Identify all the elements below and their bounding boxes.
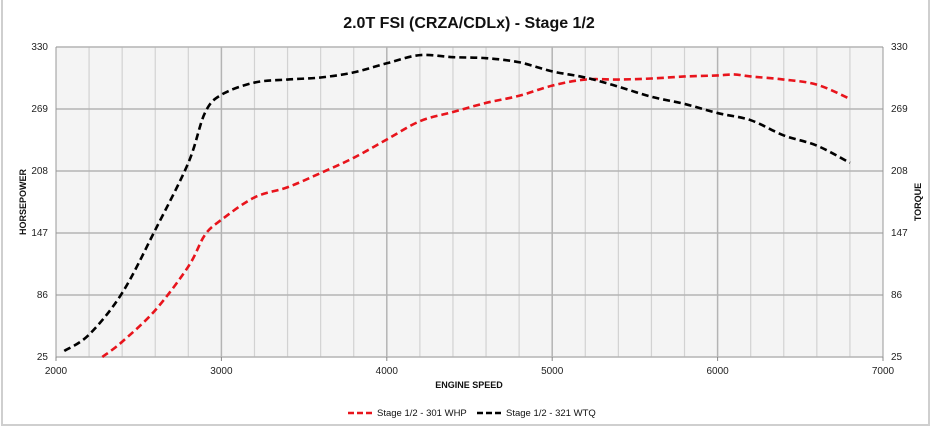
y-tick-label: 147 xyxy=(31,228,48,239)
y2-tick-label: 330 xyxy=(891,42,908,53)
legend-item-whp[interactable]: Stage 1/2 - 301 WHP xyxy=(348,408,467,419)
legend: Stage 1/2 - 301 WHP Stage 1/2 - 321 WTQ xyxy=(348,408,596,419)
gridlines xyxy=(55,46,884,358)
y-axis-label: HORSEPOWER xyxy=(18,169,28,236)
x-tick-label: 3000 xyxy=(210,366,233,377)
y-tick-label: 269 xyxy=(31,104,48,115)
y2-tick-label: 208 xyxy=(891,166,908,177)
x-tick-label: 4000 xyxy=(376,366,399,377)
chart-frame xyxy=(1,0,930,426)
y-tick-label: 330 xyxy=(31,42,48,53)
y-tick-label: 208 xyxy=(31,166,48,177)
series-line-wtq xyxy=(63,53,851,353)
legend-label-whp: Stage 1/2 - 301 WHP xyxy=(377,408,467,419)
legend-item-wtq[interactable]: Stage 1/2 - 321 WTQ xyxy=(477,408,596,419)
y2-tick-label: 147 xyxy=(891,228,908,239)
y-tick-label: 25 xyxy=(37,352,49,363)
y2-tick-label: 269 xyxy=(891,104,908,115)
y2-axis-label: TORQUE xyxy=(913,183,923,221)
x-tick-label: 7000 xyxy=(872,366,895,377)
y-tick-label: 86 xyxy=(37,290,49,301)
tick-labels: 25 25 86 86 147 147 208 208 269 269 330 330 2000 3000… xyxy=(31,42,908,377)
series-lines xyxy=(63,53,851,359)
plot-area xyxy=(56,47,883,357)
y2-tick-label: 86 xyxy=(891,290,903,301)
x-tick-label: 5000 xyxy=(541,366,564,377)
legend-label-wtq: Stage 1/2 - 321 WTQ xyxy=(506,408,596,419)
chart-title: 2.0T FSI (CRZA/CDLx) - Stage 1/2 xyxy=(343,15,595,32)
x-axis-label: ENGINE SPEED xyxy=(435,380,503,390)
x-tick-label: 6000 xyxy=(706,366,729,377)
x-tick-label: 2000 xyxy=(45,366,68,377)
y2-tick-label: 25 xyxy=(891,352,903,363)
